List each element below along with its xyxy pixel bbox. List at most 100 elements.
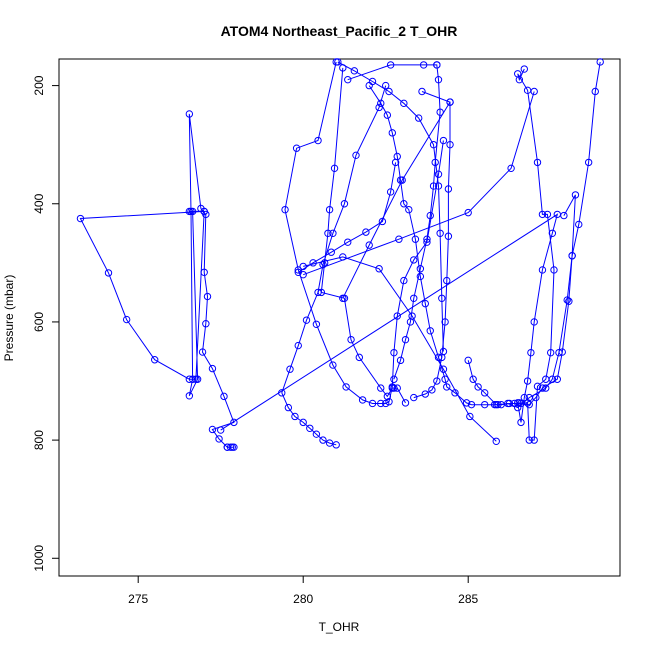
data-point	[533, 158, 542, 167]
data-point	[339, 294, 347, 302]
data-point	[530, 87, 538, 96]
data-point	[441, 375, 449, 383]
data-point	[548, 229, 557, 238]
data-point	[393, 384, 401, 392]
data-point	[428, 386, 436, 394]
data-point	[504, 399, 512, 408]
data-point	[550, 266, 558, 274]
data-point	[466, 412, 474, 421]
data-point	[339, 64, 347, 72]
series-line-1	[220, 68, 559, 441]
data-point	[555, 348, 563, 357]
y-tick-label-1: 400	[32, 193, 46, 213]
data-point	[202, 320, 210, 328]
data-point	[330, 164, 339, 173]
x-axis-label: T_OHR	[319, 620, 360, 634]
data-point	[299, 270, 307, 279]
series-line-4	[281, 85, 387, 446]
series-line-11	[413, 102, 451, 399]
series-line-10	[303, 256, 497, 442]
data-point	[416, 272, 425, 281]
data-point	[563, 296, 571, 304]
data-point	[185, 110, 194, 118]
series-3	[365, 58, 604, 412]
data-point	[401, 335, 410, 344]
data-point	[383, 111, 392, 119]
series-line-12	[303, 91, 535, 276]
data-point	[342, 383, 350, 391]
data-point	[446, 140, 454, 149]
data-point	[481, 389, 489, 397]
data-point	[418, 87, 426, 96]
data-point	[464, 208, 472, 217]
series-1	[217, 65, 561, 444]
data-point	[228, 443, 236, 451]
series-0	[76, 110, 238, 451]
x-tick-label-2: 285	[458, 592, 478, 606]
data-point	[347, 335, 355, 344]
data-point	[433, 61, 441, 69]
data-point	[385, 87, 393, 96]
data-point	[391, 158, 400, 167]
data-point	[302, 316, 311, 324]
data-point	[525, 393, 533, 402]
data-point	[329, 361, 337, 369]
data-point	[365, 241, 373, 249]
data-point	[188, 207, 197, 216]
data-point	[314, 136, 322, 145]
data-point	[411, 235, 420, 243]
data-point	[446, 98, 454, 106]
series-9	[294, 158, 400, 276]
data-point	[281, 205, 289, 214]
data-point	[441, 318, 449, 326]
series-13	[339, 87, 454, 302]
data-point	[434, 75, 443, 84]
data-point	[223, 443, 232, 451]
data-point	[438, 353, 446, 362]
data-point	[520, 393, 528, 402]
data-point	[383, 392, 392, 401]
data-point	[122, 315, 131, 324]
series-line-3	[368, 61, 601, 409]
data-point	[286, 365, 294, 373]
data-point	[329, 229, 337, 238]
data-point	[444, 185, 453, 193]
data-point	[230, 418, 238, 427]
data-point	[344, 238, 352, 246]
x-axis: 275 280 285	[128, 576, 479, 606]
data-point	[429, 182, 438, 190]
data-point	[299, 262, 307, 271]
data-point	[291, 412, 299, 421]
data-point	[306, 424, 314, 432]
data-point	[388, 129, 396, 137]
data-point	[533, 382, 542, 391]
data-point	[377, 384, 385, 392]
data-point	[352, 151, 360, 160]
data-point	[415, 114, 423, 122]
data-point	[217, 426, 225, 434]
data-point	[515, 75, 524, 84]
data-point	[198, 348, 207, 356]
data-point	[410, 294, 418, 302]
series-7	[344, 61, 444, 383]
data-point	[400, 276, 408, 285]
data-point	[443, 276, 451, 285]
data-point	[401, 399, 410, 407]
data-point	[543, 210, 552, 219]
data-point	[538, 210, 547, 219]
data-point	[188, 375, 197, 383]
data-point	[358, 396, 367, 404]
data-point	[344, 75, 352, 84]
data-point	[467, 400, 476, 409]
data-point	[434, 170, 443, 178]
data-point	[390, 384, 398, 392]
data-point	[208, 425, 217, 434]
data-point	[355, 353, 363, 362]
data-point	[408, 312, 416, 320]
data-point	[390, 348, 398, 357]
data-point	[185, 392, 194, 400]
data-point	[377, 399, 385, 408]
data-point	[278, 389, 286, 397]
